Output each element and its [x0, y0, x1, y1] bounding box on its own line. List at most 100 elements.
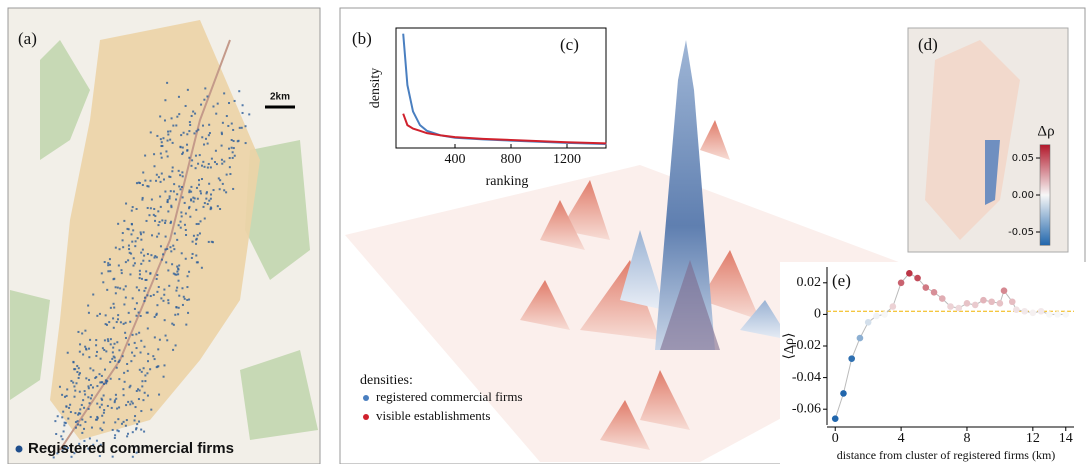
- firm-dot: [162, 137, 164, 139]
- firm-dot: [180, 188, 182, 190]
- firm-dot: [103, 412, 105, 414]
- x-tick-label: 0: [832, 431, 839, 446]
- firm-dot: [219, 179, 221, 181]
- firm-dot: [131, 241, 133, 243]
- firm-dot: [210, 206, 212, 208]
- firm-dot: [61, 416, 63, 418]
- firm-dot: [221, 163, 223, 165]
- point: [1009, 298, 1016, 305]
- firm-dot: [112, 317, 114, 319]
- point: [914, 275, 921, 282]
- firm-dot: [226, 174, 228, 176]
- firm-dot: [189, 121, 191, 123]
- firm-dot: [234, 100, 236, 102]
- firm-dot: [118, 264, 120, 266]
- firm-dot: [176, 239, 178, 241]
- firm-dot: [140, 429, 142, 431]
- y-tick-label: -0.04: [792, 370, 821, 385]
- firm-dot: [167, 134, 169, 136]
- firm-dot: [233, 140, 235, 142]
- firm-dot: [109, 398, 111, 400]
- firm-dot: [161, 173, 163, 175]
- point: [955, 305, 962, 312]
- firm-dot: [109, 270, 111, 272]
- firm-dot: [173, 183, 175, 185]
- firm-dot: [84, 330, 86, 332]
- firm-dot: [144, 155, 146, 157]
- point: [931, 289, 938, 296]
- firm-dot: [168, 285, 170, 287]
- firm-dot: [183, 132, 185, 134]
- y-axis-label: ⟨Δρ⟩: [782, 333, 797, 360]
- firm-dot: [142, 399, 144, 401]
- firm-dot: [143, 300, 145, 302]
- firm-dot: [132, 402, 134, 404]
- firm-dot: [127, 401, 129, 403]
- colorbar: [1040, 145, 1050, 246]
- firm-dot: [178, 96, 180, 98]
- firm-dot: [175, 124, 177, 126]
- firm-dot: [171, 170, 173, 172]
- firm-dot: [177, 273, 179, 275]
- firm-dot: [105, 379, 107, 381]
- firm-dot: [88, 348, 90, 350]
- firm-dot: [175, 290, 177, 292]
- firm-dot: [208, 241, 210, 243]
- firm-dot: [81, 332, 83, 334]
- firm-dot: [66, 395, 68, 397]
- firm-dot: [139, 277, 141, 279]
- firm-dot: [85, 377, 87, 379]
- firm-dot: [149, 273, 151, 275]
- firm-dot: [146, 185, 148, 187]
- firm-dot: [170, 190, 172, 192]
- firm-dot: [211, 158, 213, 160]
- firm-dot: [114, 343, 116, 345]
- firm-dot: [186, 286, 188, 288]
- firm-dot: [132, 297, 134, 299]
- firm-dot: [173, 273, 175, 275]
- firm-dot: [186, 144, 188, 146]
- firm-dot: [84, 390, 86, 392]
- firm-dot: [152, 355, 154, 357]
- firm-dot: [232, 151, 234, 153]
- firm-dot: [102, 281, 104, 283]
- firm-dot: [166, 339, 168, 341]
- firm-dot: [115, 394, 117, 396]
- firm-dot: [91, 394, 93, 396]
- firm-dot: [113, 303, 115, 305]
- firm-dot: [248, 113, 250, 115]
- firm-dot: [136, 208, 138, 210]
- firm-dot: [150, 180, 152, 182]
- firm-dot: [197, 198, 199, 200]
- firm-dot: [113, 307, 115, 309]
- firm-dot: [94, 377, 96, 379]
- y-tick-label: 0: [814, 307, 821, 322]
- firm-dot: [186, 133, 188, 135]
- firm-dot: [117, 314, 119, 316]
- firm-dot: [101, 398, 103, 400]
- firm-dot: [178, 185, 180, 187]
- firm-dot: [204, 166, 206, 168]
- firm-dot: [176, 266, 178, 268]
- firm-dot: [169, 139, 171, 141]
- firm-dot: [204, 87, 206, 89]
- firm-dot: [65, 422, 67, 424]
- firm-dot: [229, 173, 231, 175]
- firm-dot: [222, 183, 224, 185]
- x-tick-label: 800: [501, 152, 522, 167]
- firm-dot: [156, 174, 158, 176]
- firm-dot: [146, 372, 148, 374]
- firm-dot: [156, 135, 158, 137]
- firm-dot: [105, 314, 107, 316]
- firm-dot: [158, 394, 160, 396]
- point: [1054, 311, 1061, 318]
- firm-dot: [87, 305, 89, 307]
- firm-dot: [195, 254, 197, 256]
- firm-dot: [195, 209, 197, 211]
- firm-dot: [210, 166, 212, 168]
- firm-dot: [195, 155, 197, 157]
- firm-dot: [136, 302, 138, 304]
- firm-dot: [99, 373, 101, 375]
- firm-dot: [79, 351, 81, 353]
- firm-dot: [135, 427, 137, 429]
